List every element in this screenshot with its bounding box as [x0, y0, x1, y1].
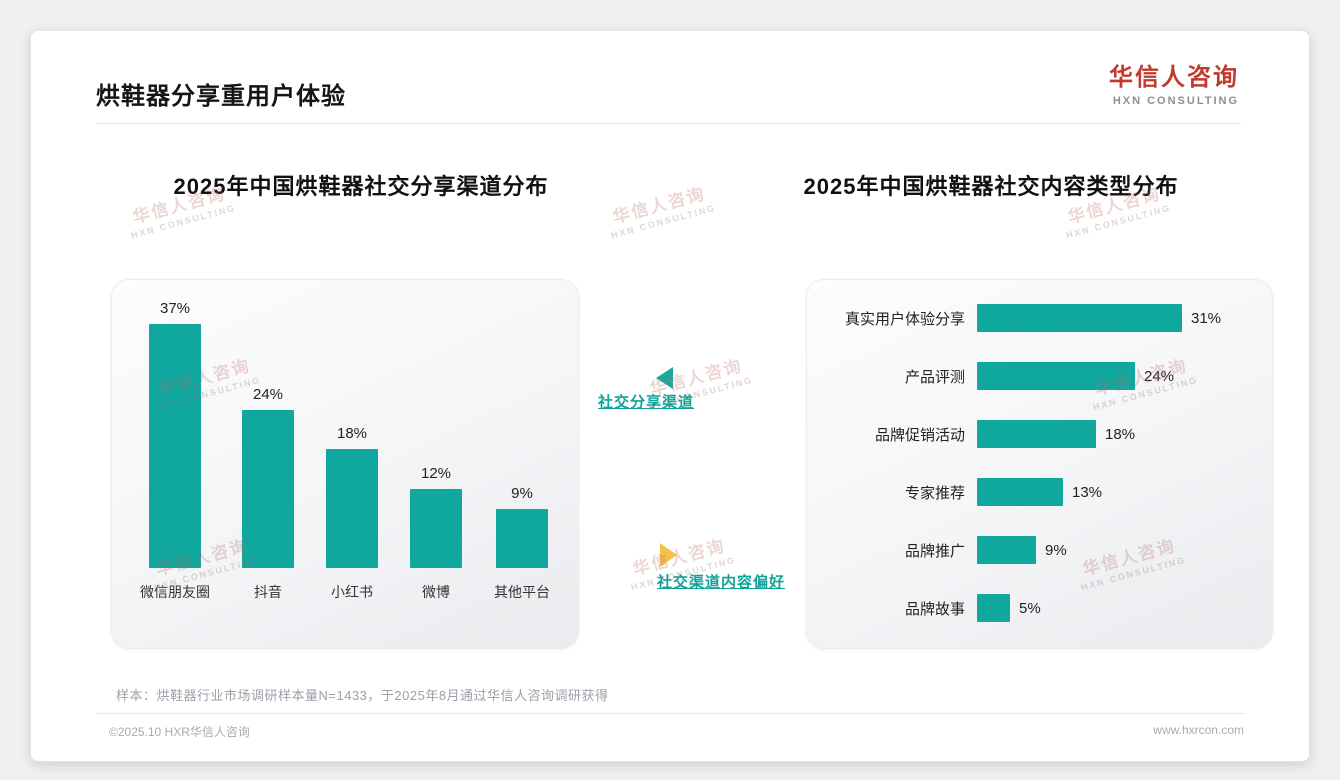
bar-row: 品牌促销活动 18% [807, 420, 1272, 448]
bar-group: 24% 抖音 [242, 386, 294, 602]
bar [496, 509, 548, 568]
vertical-bar-chart: 37% 微信朋友圈 24% 抖音 18% 小红书 12% 微博 9% 其他平台 [124, 300, 566, 602]
middle-label-share-channel: 社交分享渠道 [597, 394, 694, 411]
right-chart-panel: 真实用户体验分享 31% 产品评测 24% 品牌促销活动 18% 专家推荐 13% 品牌推广 9%… [806, 279, 1273, 649]
bar-category-label: 品牌促销活动 [874, 426, 965, 444]
page-title: 烘鞋器分享重用户体验 [96, 83, 346, 110]
horizontal-bar-chart: 真实用户体验分享 31% 产品评测 24% 品牌促销活动 18% 专家推荐 13% 品牌推广 9%… [807, 280, 1272, 648]
bar-value-label: 18% [336, 425, 368, 442]
bar-row: 品牌推广 9% [807, 536, 1272, 564]
logo-cn-text: 华信人咨询 [1109, 64, 1239, 91]
bar-category-label: 真实用户体验分享 [844, 310, 965, 328]
bar-value-label: 24% [1144, 367, 1175, 385]
bar [977, 536, 1036, 564]
arrow-left-icon [656, 367, 673, 389]
bar-value-label: 13% [1072, 483, 1103, 501]
bar-category-label: 微博 [422, 584, 450, 600]
header-divider [96, 123, 1241, 124]
bar-group: 18% 小红书 [326, 425, 378, 602]
left-chart-title: 2025年中国烘鞋器社交分享渠道分布 [173, 174, 549, 199]
bar-value-label: 9% [511, 485, 533, 502]
bar [410, 489, 462, 568]
bar [242, 410, 294, 568]
bar-row: 产品评测 24% [807, 362, 1272, 390]
bar-category-label: 专家推荐 [904, 484, 965, 502]
bar-category-label: 小红书 [331, 584, 373, 600]
left-chart-panel: 37% 微信朋友圈 24% 抖音 18% 小红书 12% 微博 9% 其他平台 [111, 279, 579, 649]
bar [977, 420, 1096, 448]
footer-copyright: ©2025.10 HXR华信人咨询 [109, 725, 250, 739]
bar [977, 362, 1135, 390]
arrow-right-icon [660, 543, 677, 567]
bar-value-label: 37% [159, 300, 191, 317]
slide-card: 烘鞋器分享重用户体验 华信人咨询 HXN CONSULTING 2025年中国烘… [30, 30, 1310, 762]
bar-group: 37% 微信朋友圈 [140, 300, 210, 602]
watermark-en: HXN CONSULTING [609, 202, 718, 241]
logo-en-text: HXN CONSULTING [1112, 95, 1239, 107]
bar-category-label: 品牌推广 [904, 542, 965, 560]
bar-value-label: 9% [1045, 541, 1067, 559]
bar-group: 12% 微博 [410, 465, 462, 602]
bar-category-label: 品牌故事 [904, 600, 965, 618]
sample-note: 样本：烘鞋器行业市场调研样本量N=1433，于2025年8月通过华信人咨询调研获… [116, 688, 609, 703]
bar-group: 9% 其他平台 [494, 485, 550, 602]
bar-category-label: 抖音 [254, 584, 282, 600]
bar [977, 478, 1063, 506]
bar-row: 专家推荐 13% [807, 478, 1272, 506]
bar [149, 324, 201, 568]
logo: 华信人咨询 HXN CONSULTING [1109, 57, 1239, 107]
bar-category-label: 其他平台 [494, 584, 550, 600]
watermark-en: HXN CONSULTING [1064, 202, 1173, 241]
bar-value-label: 12% [420, 465, 452, 482]
footer-website: www.hxrcon.com [1153, 723, 1244, 737]
bar-value-label: 24% [252, 386, 284, 403]
bar [326, 449, 378, 568]
footer-divider [96, 713, 1246, 714]
bar-row: 真实用户体验分享 31% [807, 304, 1272, 332]
middle-label-content-preference: 社交渠道内容偏好 [656, 574, 785, 591]
bar [977, 304, 1182, 332]
watermark-en: HXN CONSULTING [129, 202, 238, 241]
right-chart-title: 2025年中国烘鞋器社交内容类型分布 [803, 174, 1179, 199]
bar-value-label: 31% [1191, 309, 1222, 327]
bar-category-label: 产品评测 [904, 368, 965, 386]
bar-row: 品牌故事 5% [807, 594, 1272, 622]
bar-value-label: 5% [1019, 599, 1041, 617]
bar-category-label: 微信朋友圈 [140, 584, 210, 600]
bar [977, 594, 1010, 622]
bar-value-label: 18% [1105, 425, 1136, 443]
